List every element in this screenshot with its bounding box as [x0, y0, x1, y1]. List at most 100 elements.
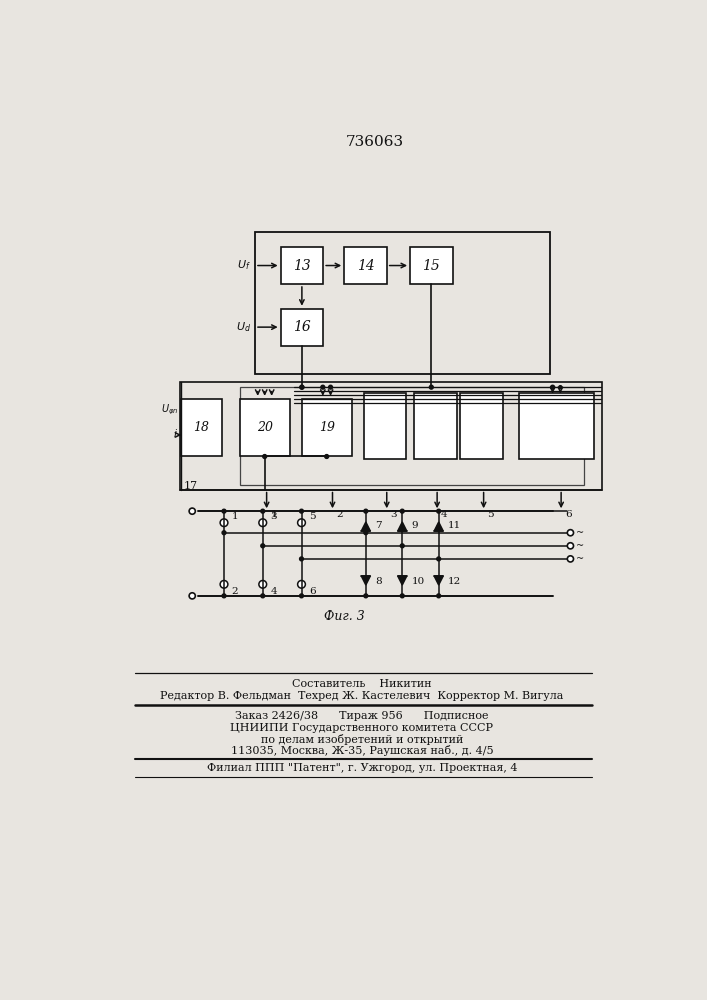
Circle shape: [559, 386, 562, 389]
Circle shape: [300, 594, 303, 598]
Circle shape: [551, 386, 554, 389]
Bar: [240, 387, 585, 485]
Polygon shape: [361, 576, 370, 585]
Text: 3: 3: [391, 510, 397, 519]
Circle shape: [259, 580, 267, 588]
Text: 6: 6: [309, 587, 316, 596]
Text: 10: 10: [411, 578, 425, 586]
Text: $i$: $i$: [173, 427, 178, 439]
Bar: [301, 399, 352, 456]
Text: 4: 4: [271, 587, 277, 596]
Text: 5: 5: [309, 512, 316, 521]
Text: 20: 20: [257, 421, 273, 434]
Text: 15: 15: [423, 259, 440, 273]
Circle shape: [222, 509, 226, 513]
Polygon shape: [434, 576, 443, 585]
Text: 3: 3: [271, 512, 277, 521]
Bar: [281, 309, 323, 346]
Text: $U_{\varphi n}$: $U_{\varphi n}$: [160, 402, 178, 417]
Circle shape: [222, 594, 226, 598]
Text: 14: 14: [356, 259, 374, 273]
Circle shape: [329, 385, 332, 389]
Circle shape: [263, 455, 267, 458]
Bar: [414, 393, 457, 459]
Circle shape: [261, 544, 264, 548]
Circle shape: [300, 509, 303, 513]
Bar: [255, 232, 549, 374]
Bar: [410, 247, 452, 284]
Text: $U_d$: $U_d$: [236, 320, 251, 334]
Text: 12: 12: [448, 578, 461, 586]
Circle shape: [222, 531, 226, 535]
Circle shape: [321, 385, 325, 389]
Circle shape: [300, 385, 304, 389]
Text: 4: 4: [441, 510, 448, 519]
Circle shape: [551, 385, 554, 389]
Text: 6: 6: [565, 510, 572, 519]
Polygon shape: [397, 522, 407, 531]
Text: 19: 19: [319, 421, 334, 434]
Text: 736063: 736063: [346, 135, 404, 149]
Circle shape: [437, 509, 440, 513]
Text: Филиал ППП "Патент", г. Ужгород, ул. Проектная, 4: Филиал ППП "Патент", г. Ужгород, ул. Про…: [206, 763, 518, 773]
Circle shape: [400, 544, 404, 548]
Text: 16: 16: [293, 320, 311, 334]
Bar: [363, 393, 406, 459]
Circle shape: [300, 385, 304, 389]
Bar: [180, 382, 602, 490]
Text: Составитель    Никитин: Составитель Никитин: [292, 679, 432, 689]
Text: 18: 18: [194, 421, 209, 434]
Polygon shape: [397, 576, 407, 585]
Text: 8: 8: [375, 578, 382, 586]
Text: 9: 9: [411, 521, 418, 530]
Circle shape: [261, 509, 264, 513]
Circle shape: [437, 594, 440, 598]
Circle shape: [220, 519, 228, 527]
Circle shape: [567, 543, 573, 549]
Circle shape: [400, 594, 404, 598]
Text: ~: ~: [575, 528, 584, 537]
Text: 2: 2: [337, 510, 343, 519]
Circle shape: [261, 594, 264, 598]
Text: 5: 5: [488, 510, 494, 519]
Circle shape: [325, 455, 329, 458]
Text: 7: 7: [375, 521, 382, 530]
Text: ЦНИИПИ Государственного комитета СССР: ЦНИИПИ Государственного комитета СССР: [230, 723, 493, 733]
Circle shape: [364, 509, 368, 513]
Bar: [460, 393, 503, 459]
Text: ~: ~: [575, 554, 584, 563]
Circle shape: [567, 556, 573, 562]
Polygon shape: [361, 522, 370, 531]
Bar: [240, 399, 290, 456]
Text: 17: 17: [184, 481, 198, 491]
Circle shape: [400, 509, 404, 513]
Text: $U_f$: $U_f$: [238, 259, 251, 272]
Text: 11: 11: [448, 521, 461, 530]
Circle shape: [429, 385, 433, 389]
Circle shape: [220, 580, 228, 588]
Text: ~: ~: [575, 541, 584, 550]
Bar: [281, 247, 323, 284]
Text: Редактор В. Фельдман  Техред Ж. Кастелевич  Корректор М. Вигула: Редактор В. Фельдман Техред Ж. Кастелеви…: [160, 691, 563, 701]
Text: 1: 1: [271, 510, 277, 519]
Text: 113035, Москва, Ж-35, Раушская наб., д. 4/5: 113035, Москва, Ж-35, Раушская наб., д. …: [230, 745, 493, 756]
Text: Фиг. 3: Фиг. 3: [324, 610, 365, 623]
Circle shape: [298, 519, 305, 527]
Circle shape: [300, 557, 303, 561]
Text: 2: 2: [232, 587, 238, 596]
Text: по делам изобретений и открытий: по делам изобретений и открытий: [261, 734, 463, 745]
Circle shape: [567, 530, 573, 536]
Circle shape: [364, 594, 368, 598]
Bar: [344, 247, 387, 284]
Text: Заказ 2426/38      Тираж 956      Подписное: Заказ 2426/38 Тираж 956 Подписное: [235, 711, 489, 721]
Bar: [182, 399, 222, 456]
Polygon shape: [434, 522, 443, 531]
Text: 13: 13: [293, 259, 311, 273]
Circle shape: [189, 593, 195, 599]
Circle shape: [189, 508, 195, 514]
Circle shape: [298, 580, 305, 588]
Text: 1: 1: [232, 512, 238, 521]
Circle shape: [259, 519, 267, 527]
Circle shape: [364, 531, 368, 535]
Circle shape: [437, 557, 440, 561]
